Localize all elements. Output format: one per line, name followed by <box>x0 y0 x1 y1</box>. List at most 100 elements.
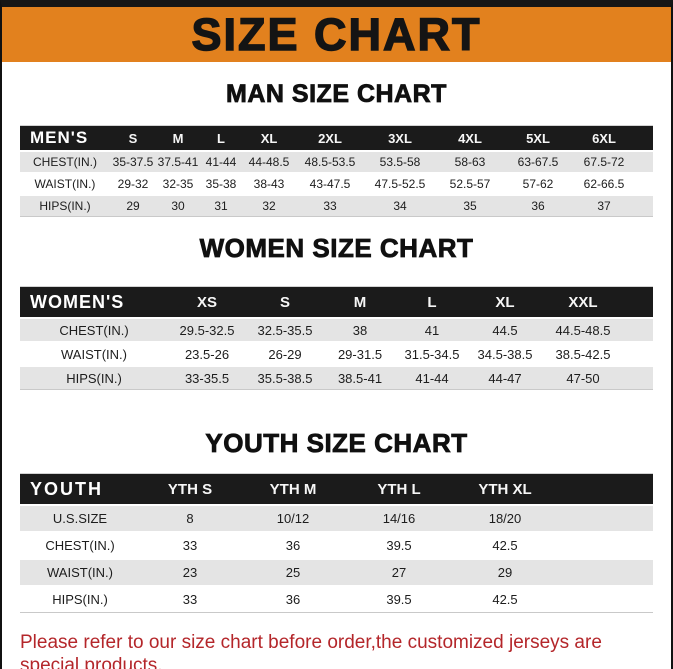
table-row: WAIST(IN.) 23 25 27 29 <box>20 558 653 585</box>
cell-value: 44.5-48.5 <box>555 322 611 338</box>
table-header-row: WOMEN'S XS S M L XL XXL <box>20 287 653 317</box>
table-corner-label: WOMEN'S <box>30 291 125 312</box>
table-row: U.S.SIZE 8 10/12 14/16 18/20 <box>20 504 653 531</box>
row-label: CHEST(IN.) <box>45 538 115 553</box>
column-header: 6XL <box>592 130 616 146</box>
cell-value: 37.5-41 <box>157 155 199 169</box>
cell-value: 29-31.5 <box>337 346 383 362</box>
cell-value: 42.5 <box>492 538 518 553</box>
row-label: WAIST(IN.) <box>61 346 127 362</box>
table-row: WAIST(IN.) 29-32 32-35 35-38 38-43 43-47.5 47.… <box>20 172 653 194</box>
column-header: YTH L <box>377 480 421 498</box>
page-title: SIZE CHART <box>191 8 482 60</box>
table-row: CHEST(IN.) 29.5-32.5 32.5-35.5 38 41 44.5 44.5… <box>20 317 653 341</box>
women-size-section: WOMEN SIZE CHART WOMEN'S XS S M L XL XXL CHEST(… <box>20 233 653 390</box>
column-header: M <box>172 130 184 146</box>
column-header: XL <box>260 130 278 146</box>
cell-value: 62-66.5 <box>583 177 625 191</box>
cell-value: 34 <box>393 199 407 213</box>
cell-value: 10/12 <box>276 511 310 526</box>
column-header: L <box>427 293 437 311</box>
table-header-row: YOUTH YTH S YTH M YTH L YTH XL <box>20 474 653 504</box>
cell-value: 47.5-52.5 <box>374 177 426 191</box>
cell-value: 25 <box>285 565 301 580</box>
cell-value: 8 <box>186 511 194 526</box>
cell-value: 44-47 <box>488 370 522 386</box>
row-label: U.S.SIZE <box>52 511 108 526</box>
cell-value: 36 <box>285 592 301 607</box>
table-corner-label: YOUTH <box>30 478 103 499</box>
cell-value: 31.5-34.5 <box>404 346 460 362</box>
table-corner-label: MEN'S <box>30 128 89 147</box>
cell-value: 38.5-41 <box>337 370 383 386</box>
column-header: XXL <box>568 293 598 311</box>
table-row: CHEST(IN.) 33 36 39.5 42.5 <box>20 531 653 558</box>
cell-value: 35.5-38.5 <box>257 370 313 386</box>
table-row: HIPS(IN.) 33-35.5 35.5-38.5 38.5-41 41-44 44-… <box>20 365 653 389</box>
cell-value: 35-37.5 <box>112 155 154 169</box>
row-label: HIPS(IN.) <box>66 370 122 386</box>
cell-value: 58-63 <box>454 155 486 169</box>
cell-value: 14/16 <box>382 511 416 526</box>
row-label: WAIST(IN.) <box>47 565 113 580</box>
cell-value: 41 <box>424 322 440 338</box>
row-label: CHEST(IN.) <box>33 155 97 169</box>
cell-value: 37 <box>597 199 611 213</box>
cell-value: 33-35.5 <box>184 370 230 386</box>
row-label: CHEST(IN.) <box>59 322 129 338</box>
cell-value: 63-67.5 <box>517 155 559 169</box>
cell-value: 31 <box>214 199 228 213</box>
cell-value: 53.5-58 <box>379 155 421 169</box>
column-header: YTH XL <box>478 480 532 498</box>
cell-value: 36 <box>285 538 301 553</box>
cell-value: 32-35 <box>162 177 194 191</box>
cell-value: 52.5-57 <box>449 177 491 191</box>
cell-value: 32.5-35.5 <box>257 322 313 338</box>
column-header: YTH M <box>269 480 317 498</box>
cell-value: 29 <box>126 199 140 213</box>
row-label: WAIST(IN.) <box>34 177 96 191</box>
cell-value: 67.5-72 <box>583 155 625 169</box>
column-header: S <box>128 130 138 146</box>
row-label: HIPS(IN.) <box>39 199 91 213</box>
table-row: WAIST(IN.) 23.5-26 26-29 29-31.5 31.5-34.5 34… <box>20 341 653 365</box>
women-section-heading: WOMEN SIZE CHART <box>199 233 474 264</box>
cell-value: 39.5 <box>386 592 412 607</box>
disclaimer-text: Please refer to our size chart before or… <box>20 631 653 669</box>
column-header: M <box>353 293 367 311</box>
disclaimer-line-1: Please refer to our size chart before or… <box>20 632 602 669</box>
table-row: HIPS(IN.) 33 36 39.5 42.5 <box>20 585 653 612</box>
cell-value: 30 <box>171 199 185 213</box>
youth-section-heading: YOUTH SIZE CHART <box>205 428 468 459</box>
women-size-table: WOMEN'S XS S M L XL XXL CHEST(IN.) 29.5-32.5 32.5… <box>20 286 653 390</box>
table-row: CHEST(IN.) 35-37.5 37.5-41 41-44 44-48.5 48.5… <box>20 150 653 172</box>
cell-value: 29-32 <box>117 177 149 191</box>
youth-size-table: YOUTH YTH S YTH M YTH L YTH XL U.S.SIZE 8 10/12… <box>20 473 653 613</box>
cell-value: 18/20 <box>488 511 522 526</box>
cell-value: 38.5-42.5 <box>555 346 611 362</box>
man-section-heading: MAN SIZE CHART <box>226 80 447 109</box>
cell-value: 38-43 <box>253 177 285 191</box>
cell-value: 43-47.5 <box>309 177 351 191</box>
column-header: 4XL <box>458 130 482 146</box>
cell-value: 36 <box>531 199 545 213</box>
table-row: HIPS(IN.) 29 30 31 32 33 34 35 36 37 <box>20 194 653 216</box>
cell-value: 41-44 <box>415 370 449 386</box>
cell-value: 57-62 <box>522 177 554 191</box>
column-header: XS <box>196 293 217 311</box>
column-header: 2XL <box>318 130 342 146</box>
cell-value: 44.5 <box>492 322 518 338</box>
youth-size-section: YOUTH SIZE CHART YOUTH YTH S YTH M YTH L YTH… <box>20 428 653 613</box>
cell-value: 35 <box>463 199 477 213</box>
cell-value: 29.5-32.5 <box>179 322 235 338</box>
cell-value: 44-48.5 <box>248 155 290 169</box>
cell-value: 33 <box>323 199 337 213</box>
cell-value: 26-29 <box>268 346 302 362</box>
cell-value: 23.5-26 <box>184 346 230 362</box>
content-area: MAN SIZE CHART MEN'S S M L XL 2XL 3XL 4XL 5XL 6XL… <box>2 80 671 669</box>
column-header: 5XL <box>526 130 550 146</box>
cell-value: 29 <box>497 565 513 580</box>
column-header: L <box>217 130 225 146</box>
table-header-row: MEN'S S M L XL 2XL 3XL 4XL 5XL 6XL <box>20 126 653 150</box>
